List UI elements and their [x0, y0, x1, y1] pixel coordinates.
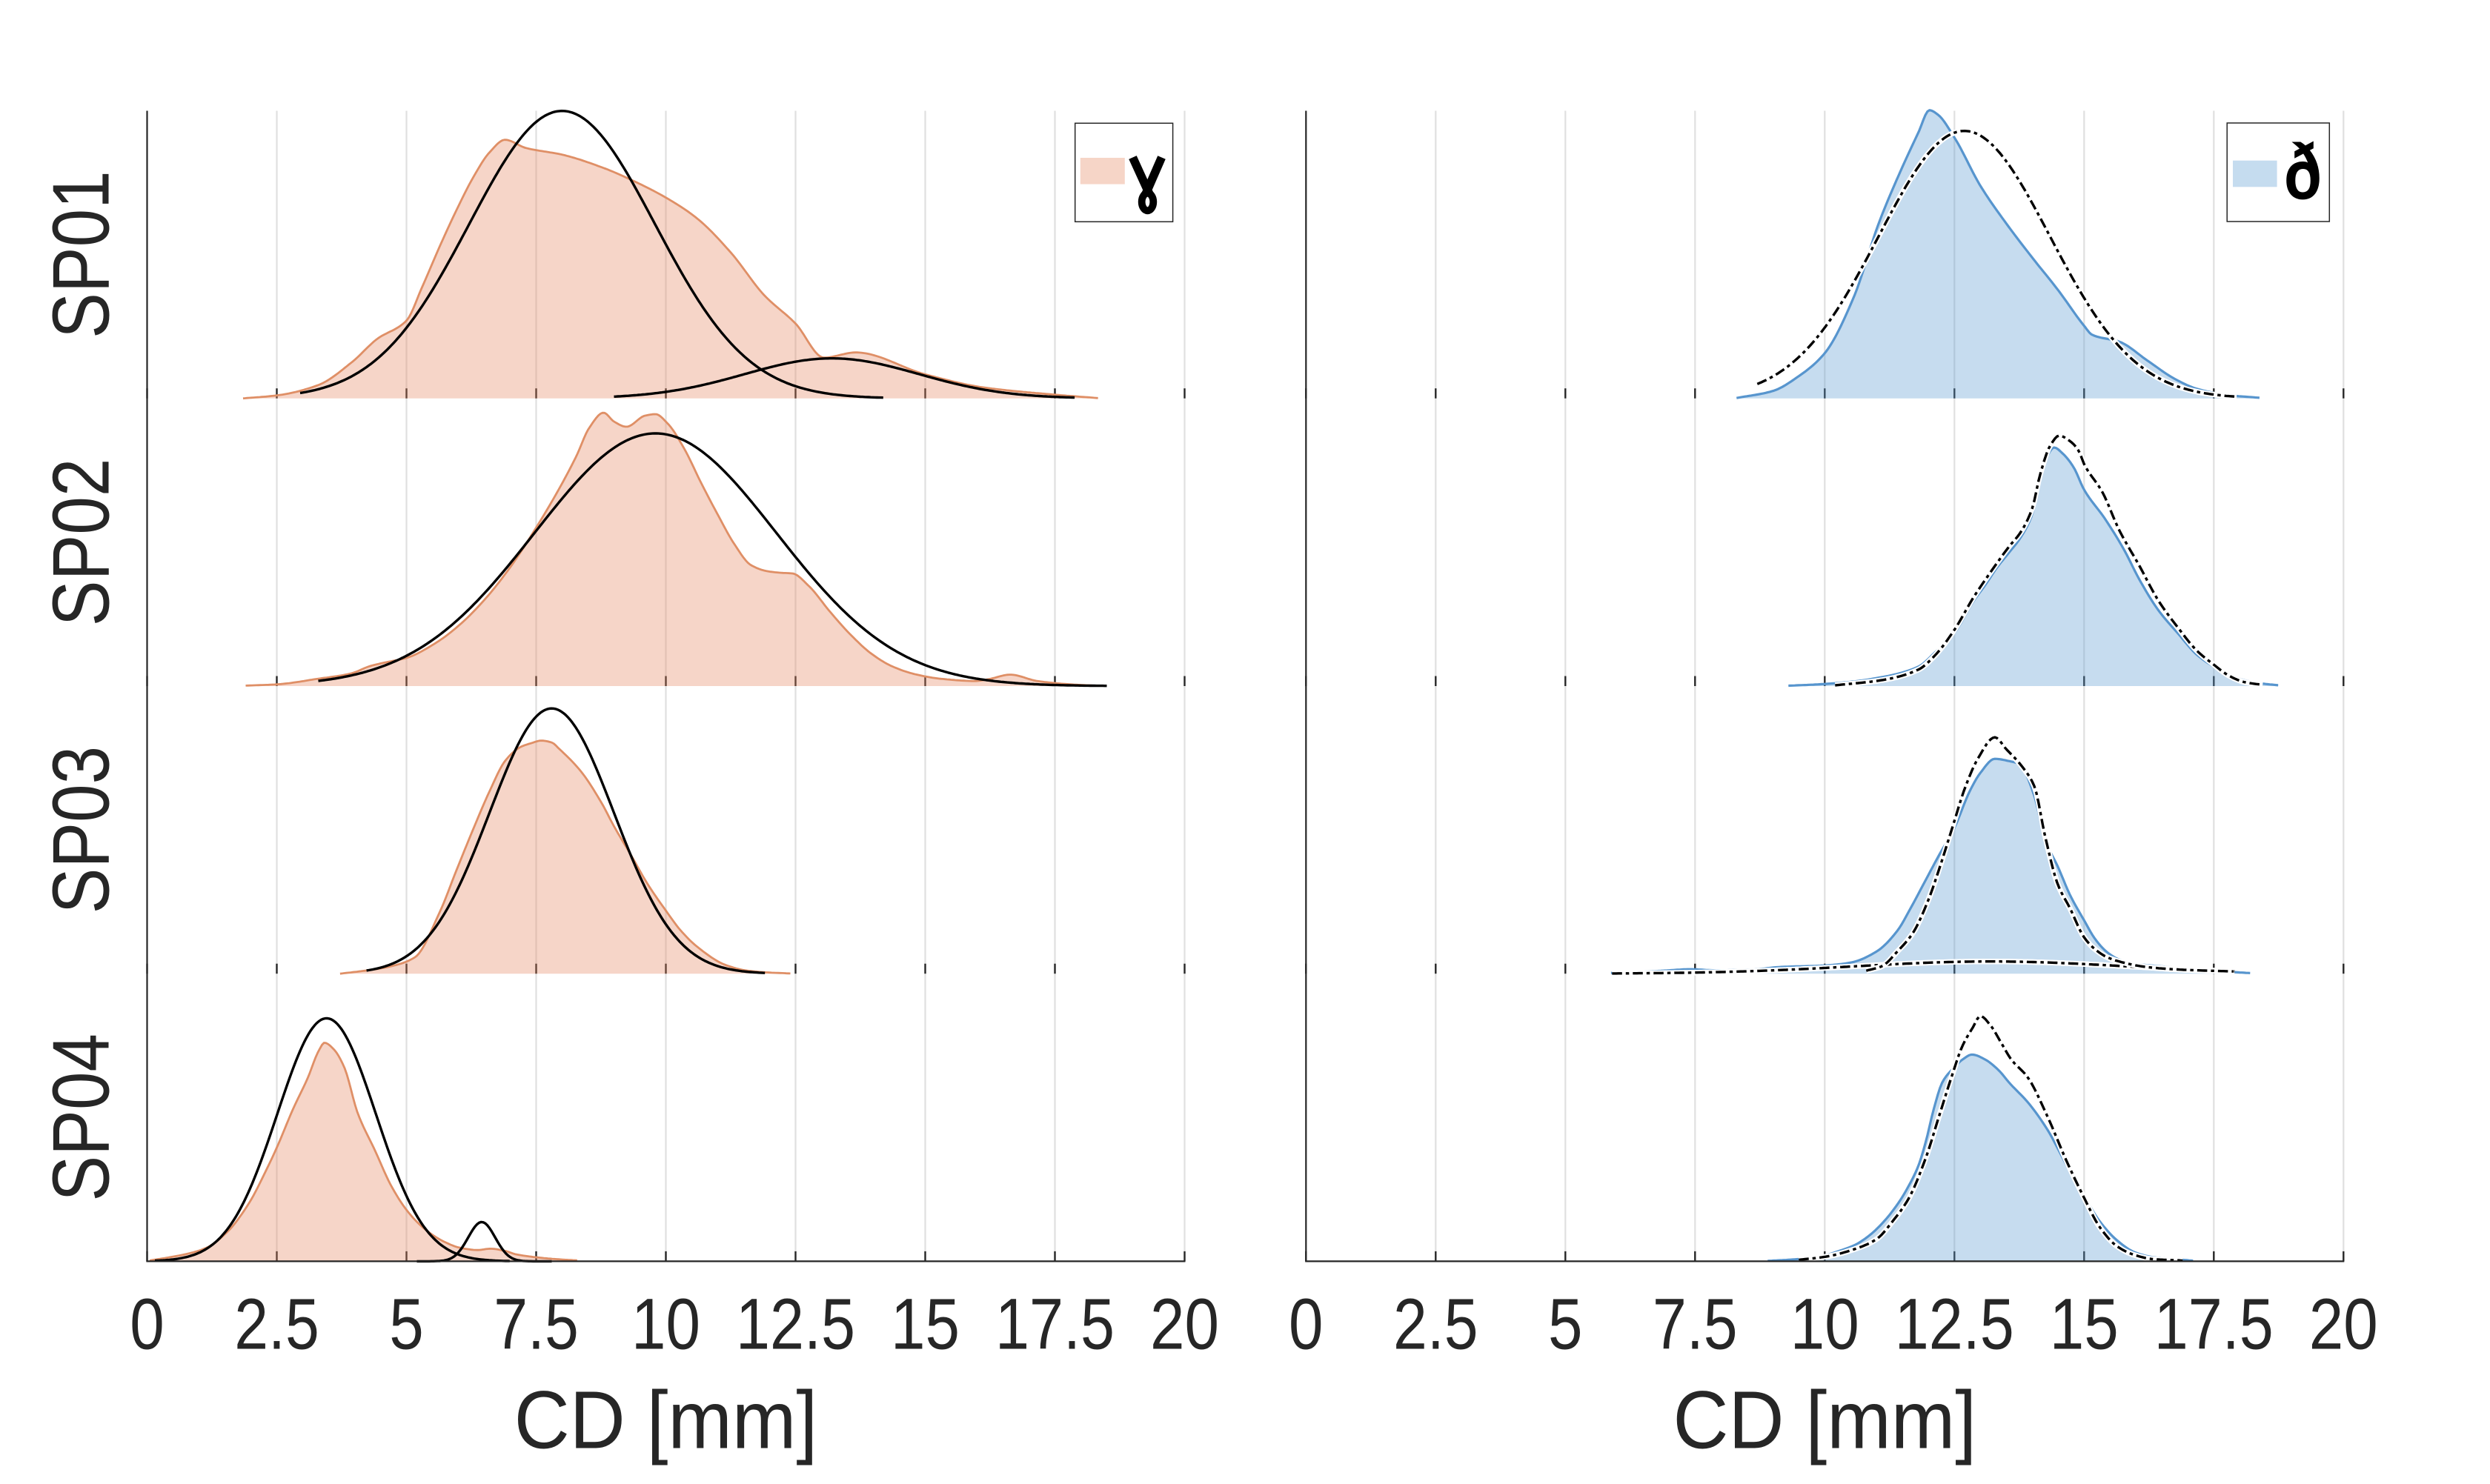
svg-text:SP03: SP03 — [36, 746, 126, 914]
svg-text:2.5: 2.5 — [234, 1284, 319, 1365]
svg-text:2.5: 2.5 — [1393, 1284, 1478, 1365]
svg-text:CD [mm]: CD [mm] — [514, 1374, 818, 1465]
svg-text:20: 20 — [2309, 1284, 2378, 1365]
svg-text:7.5: 7.5 — [494, 1284, 579, 1365]
svg-text:12.5: 12.5 — [1895, 1284, 2014, 1365]
svg-text:7.5: 7.5 — [1653, 1284, 1738, 1365]
svg-text:20: 20 — [1150, 1284, 1219, 1365]
svg-text:0: 0 — [130, 1284, 165, 1365]
svg-text:12.5: 12.5 — [736, 1284, 855, 1365]
svg-text:10: 10 — [631, 1284, 700, 1365]
svg-text:SP02: SP02 — [36, 459, 126, 627]
svg-text:10: 10 — [1790, 1284, 1859, 1365]
svg-text:5: 5 — [1548, 1284, 1583, 1365]
svg-text:0: 0 — [1289, 1284, 1324, 1365]
svg-text:17.5: 17.5 — [995, 1284, 1115, 1365]
svg-text:17.5: 17.5 — [2154, 1284, 2274, 1365]
svg-text:5: 5 — [389, 1284, 424, 1365]
svg-text:15: 15 — [891, 1284, 960, 1365]
svg-text:CD [mm]: CD [mm] — [1673, 1374, 1977, 1465]
svg-text:ð: ð — [2284, 129, 2322, 216]
svg-text:SP01: SP01 — [36, 170, 126, 339]
svg-text:15: 15 — [2050, 1284, 2119, 1365]
svg-text:SP04: SP04 — [36, 1034, 126, 1202]
